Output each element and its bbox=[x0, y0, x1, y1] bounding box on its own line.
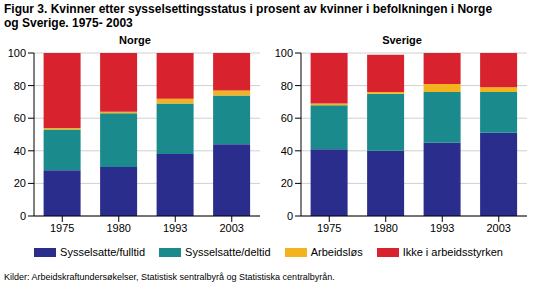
svg-text:1975: 1975 bbox=[50, 222, 74, 234]
html-text:Figur 3. Kvinner etter syssels: Figur 3. Kvinner etter sysselsettingssta… bbox=[4, 2, 493, 30]
svg-text:20: 20 bbox=[14, 177, 26, 189]
html-text:Sysselsatte/deltid: Sysselsatte/deltid bbox=[185, 246, 271, 258]
svg-text:40: 40 bbox=[14, 145, 26, 157]
svg-text:1993: 1993 bbox=[163, 222, 187, 234]
svg-text:100: 100 bbox=[8, 48, 26, 59]
svg-text:60: 60 bbox=[14, 112, 26, 124]
svg-text:80: 80 bbox=[14, 80, 26, 92]
svg-text:2003: 2003 bbox=[220, 222, 244, 234]
svg-text:1980: 1980 bbox=[374, 222, 398, 234]
svg-text:60: 60 bbox=[281, 112, 293, 124]
html-text:Arbeidsløs: Arbeidsløs bbox=[310, 246, 363, 258]
html-text:Sverige: Sverige bbox=[382, 34, 422, 46]
svg-text:80: 80 bbox=[281, 80, 293, 92]
svg-text:20: 20 bbox=[281, 177, 293, 189]
svg-text:1975: 1975 bbox=[317, 222, 341, 234]
html-text:Norge: Norge bbox=[119, 34, 151, 46]
html-text:Kilder: Arbeidskraftundersøkel: Kilder: Arbeidskraftundersøkelser, Stati… bbox=[4, 272, 335, 282]
html-text:Sysselsatte/fulltid: Sysselsatte/fulltid bbox=[60, 246, 146, 258]
svg-text:0: 0 bbox=[20, 210, 26, 222]
svg-text:2003: 2003 bbox=[487, 222, 511, 234]
svg-text:1993: 1993 bbox=[430, 222, 454, 234]
svg-text:0: 0 bbox=[287, 210, 293, 222]
svg-text:1980: 1980 bbox=[107, 222, 131, 234]
html-text:Ikke i arbeidsstyrken: Ikke i arbeidsstyrken bbox=[402, 246, 503, 258]
svg-text:40: 40 bbox=[281, 145, 293, 157]
svg-text:100: 100 bbox=[275, 48, 293, 59]
